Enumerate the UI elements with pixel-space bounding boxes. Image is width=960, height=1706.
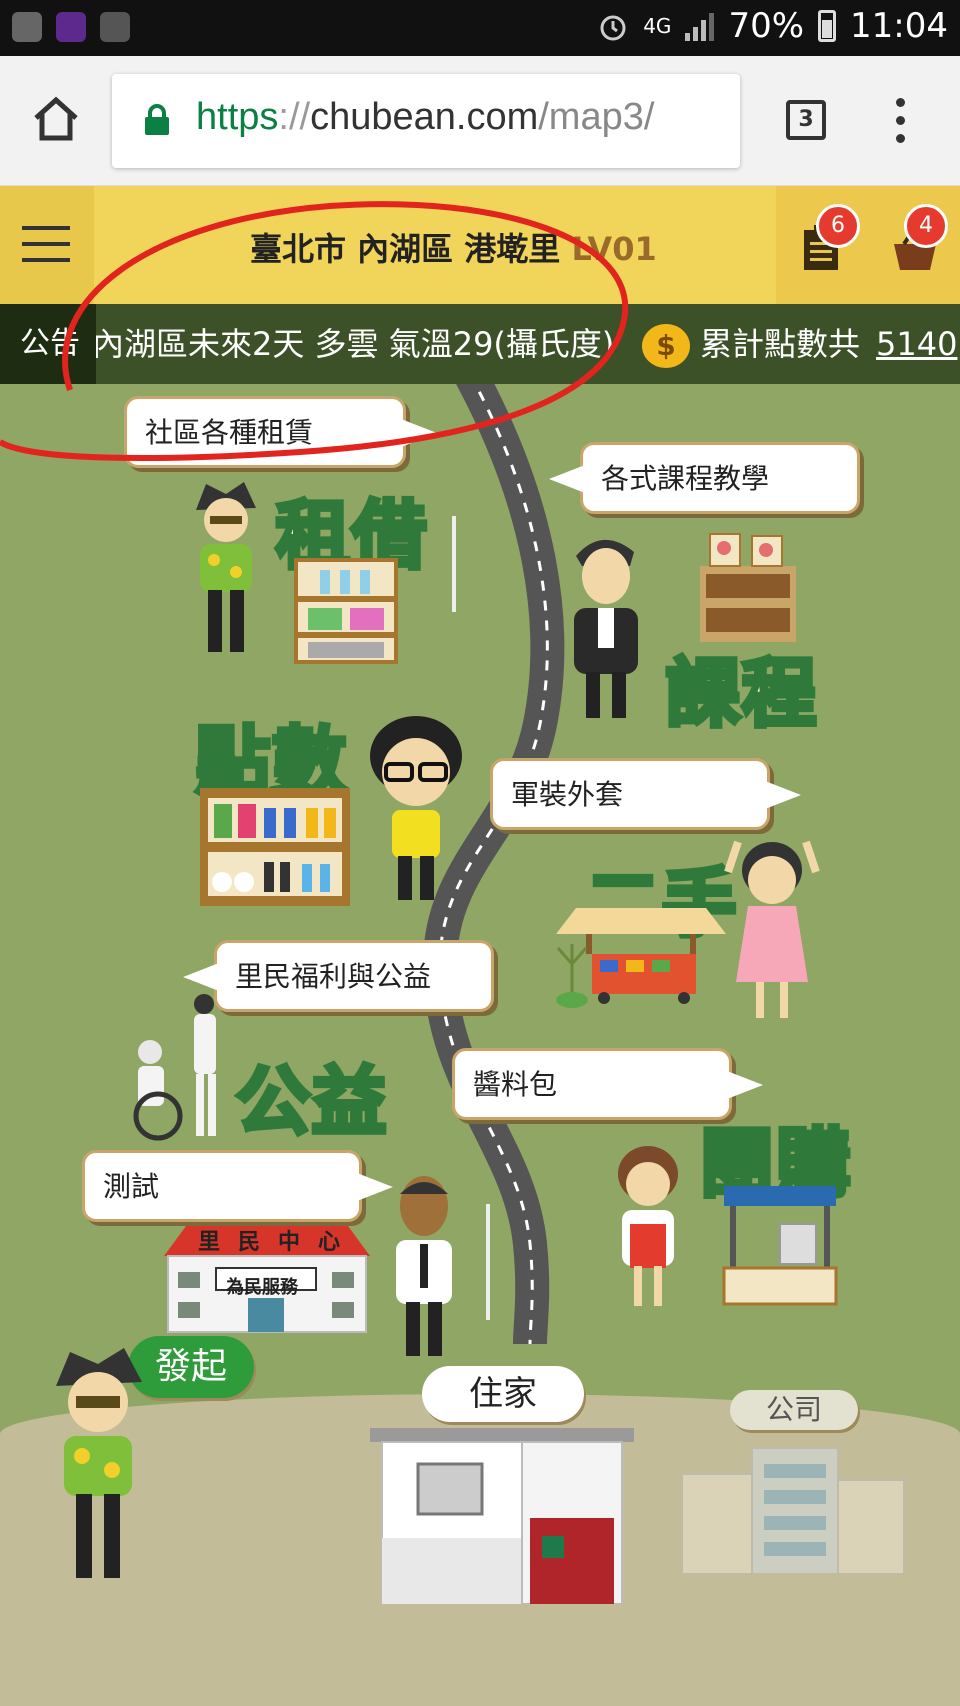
officer-illustration bbox=[396, 1176, 452, 1356]
community-center-building[interactable] bbox=[156, 1222, 378, 1334]
man-glasses-illustration bbox=[370, 716, 462, 900]
document-button[interactable]: 6 bbox=[776, 186, 868, 304]
woman-apron-illustration bbox=[618, 1146, 678, 1306]
tab-switcher-button[interactable]: 3 bbox=[786, 100, 826, 140]
hamburger-menu-icon[interactable] bbox=[0, 186, 94, 304]
secondhand-area-title[interactable]: 二手 bbox=[584, 859, 739, 950]
courses-bubble[interactable]: 各式課程教學 bbox=[549, 442, 860, 514]
points-value[interactable]: 5140 bbox=[876, 325, 958, 363]
points-label: 累計點數共 bbox=[700, 325, 861, 363]
welfare-bubble[interactable]: 里民福利與公益 bbox=[183, 940, 494, 1012]
bookshelf-illustration bbox=[700, 533, 796, 642]
signal-icon bbox=[685, 11, 715, 41]
announcement-bar: 內湖區未來2天 多雲 氣溫29(攝氏度) 公告 $ 累計點數共 5140 bbox=[0, 304, 960, 384]
browser-toolbar: https://chubean.com/map3/ 3 bbox=[0, 56, 960, 186]
announcement-text: 內湖區未來2天 多雲 氣溫29(攝氏度) bbox=[92, 325, 615, 363]
utility-pole bbox=[452, 516, 456, 612]
home-label[interactable]: 住家 bbox=[422, 1366, 584, 1422]
cart-badge: 4 bbox=[904, 204, 948, 248]
battery-percent: 70% bbox=[728, 6, 805, 46]
company-building[interactable] bbox=[682, 1444, 906, 1574]
winding-road bbox=[422, 384, 565, 1345]
more-menu-icon[interactable] bbox=[896, 98, 906, 144]
utility-pole bbox=[486, 1204, 490, 1320]
location-title: 臺北市 內湖區 港墘里 LV01 bbox=[250, 230, 657, 268]
company-label[interactable]: 公司 bbox=[730, 1390, 858, 1430]
groupbuy-bubble[interactable]: 醬料包 bbox=[452, 1048, 763, 1120]
status-bar: 4G 70% 11:04 bbox=[0, 0, 960, 56]
courses-area-title[interactable]: 課程 bbox=[664, 649, 819, 740]
network-type: 4G bbox=[643, 14, 672, 38]
wheelchair-care-illustration bbox=[133, 994, 216, 1141]
home-building[interactable] bbox=[370, 1424, 634, 1604]
community-center-banner: 為民服務 bbox=[226, 1277, 298, 1298]
home-icon[interactable] bbox=[30, 92, 82, 144]
lock-icon bbox=[145, 104, 169, 135]
clothing-shelf-illustration bbox=[294, 558, 398, 664]
announcement-label: 公告 bbox=[0, 304, 96, 384]
url-text: https://chubean.com/map3/ bbox=[196, 96, 655, 138]
welfare-area-title[interactable]: 公益 bbox=[234, 1057, 389, 1148]
man-sunglasses-initiator bbox=[56, 1348, 142, 1578]
clipboard-icon bbox=[100, 12, 130, 42]
battery-icon bbox=[818, 10, 837, 42]
red-annotation-circle bbox=[0, 201, 629, 461]
secondhand-cart-illustration bbox=[556, 908, 726, 1004]
alarm-icon bbox=[600, 15, 626, 41]
site-header: 臺北市 內湖區 港墘里 LV01 6 4 bbox=[0, 186, 960, 304]
coin-icon: $ bbox=[642, 324, 690, 368]
teacher-illustration bbox=[574, 539, 638, 718]
purple-app-icon bbox=[56, 12, 86, 42]
girl-waving-illustration bbox=[724, 840, 820, 1018]
community-map: 社區各種租賃 各式課程教學 軍裝外套 里民福利與公益 醬料包 測試 租借 課程 … bbox=[0, 384, 960, 1706]
man-sunglasses-illustration bbox=[196, 482, 256, 652]
clock: 11:04 bbox=[850, 6, 948, 46]
goods-shelf-illustration bbox=[200, 788, 350, 906]
cart-button[interactable]: 4 bbox=[868, 186, 960, 304]
secondhand-bubble[interactable]: 軍裝外套 bbox=[490, 758, 801, 830]
shield-app-icon bbox=[12, 12, 42, 42]
document-badge: 6 bbox=[816, 204, 860, 248]
initiate-button[interactable]: 發起 bbox=[128, 1336, 254, 1398]
community-center-sign: 里民中心 bbox=[198, 1230, 359, 1255]
address-bar[interactable]: https://chubean.com/map3/ bbox=[112, 74, 740, 168]
groupbuy-stall-illustration bbox=[722, 1186, 838, 1306]
test-bubble[interactable]: 測試 bbox=[82, 1150, 393, 1222]
plant-illustration bbox=[556, 944, 588, 1008]
